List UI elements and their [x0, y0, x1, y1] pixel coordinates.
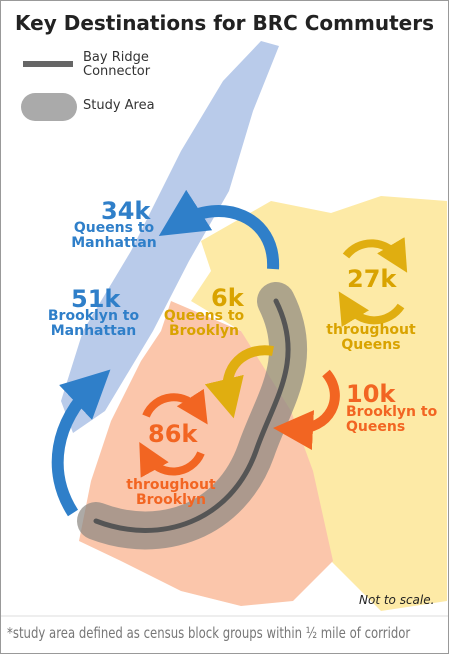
flow-label: Brooklyn to Manhattan [47, 308, 140, 339]
footnote: *study area defined as census block grou… [7, 624, 411, 642]
flow-label: throughout Queens [326, 322, 416, 353]
manhattan [61, 41, 279, 433]
connector [93, 298, 291, 533]
legend-label: Study Area [83, 98, 155, 113]
flow-value: 34k [101, 197, 151, 225]
flow-label: Queens to Brooklyn [163, 308, 245, 339]
flow-value: 51k [71, 285, 121, 313]
flow-value: 27k [347, 265, 397, 293]
arrow [158, 189, 280, 270]
flow-label: Queens to Manhattan [71, 220, 157, 251]
flow-label: throughout Brooklyn [126, 477, 216, 508]
arrow [204, 345, 274, 419]
arrow [139, 441, 205, 478]
flow-value: 10k [346, 380, 396, 408]
flow-value: 86k [148, 420, 198, 448]
flow-label: Brooklyn to Queens [346, 404, 438, 435]
arrow [342, 237, 408, 273]
title: Key Destinations for BRC Commuters [15, 11, 434, 35]
legend-label: Bay Ridge Connector [83, 50, 151, 79]
arrow [142, 388, 208, 425]
queens [191, 196, 447, 611]
arrow [51, 369, 111, 517]
legend-area [21, 93, 77, 121]
arrow [338, 291, 405, 327]
flow-value: 6k [211, 284, 244, 312]
note: Not to scale. [359, 593, 435, 607]
arrow [273, 369, 340, 451]
